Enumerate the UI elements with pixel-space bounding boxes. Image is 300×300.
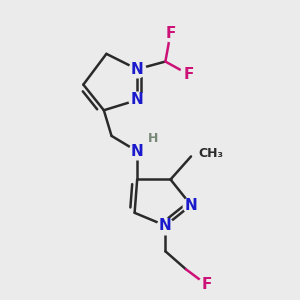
Text: N: N — [131, 62, 144, 77]
Text: F: F — [183, 67, 194, 82]
Text: N: N — [159, 218, 172, 233]
Text: CH₃: CH₃ — [199, 147, 224, 160]
Text: N: N — [131, 144, 144, 159]
Text: F: F — [165, 26, 176, 41]
Text: N: N — [185, 198, 197, 213]
Text: F: F — [201, 277, 212, 292]
Text: H: H — [147, 132, 158, 145]
Text: N: N — [131, 92, 144, 107]
